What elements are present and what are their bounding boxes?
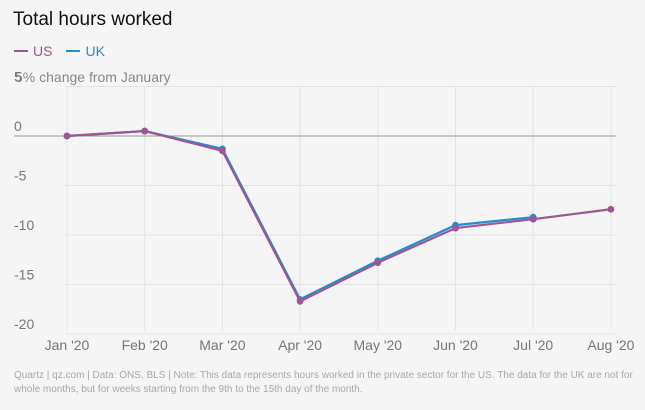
x-tick-label: Feb '20 xyxy=(122,337,168,353)
data-point-us xyxy=(374,259,382,267)
x-tick-label: Jan '20 xyxy=(45,337,90,353)
y-tick-label: -10 xyxy=(14,217,34,233)
legend-swatch-us xyxy=(14,50,28,52)
footer-note: Quartz | qz.com | Data: ONS, BLS | Note:… xyxy=(14,370,633,395)
y-tick-label: -5 xyxy=(14,168,27,184)
y-axis-label: 5% change from January xyxy=(15,69,171,85)
data-point-us xyxy=(63,132,71,140)
x-tick-label: Jul '20 xyxy=(513,337,553,353)
y-tick-label: -15 xyxy=(14,267,34,283)
x-tick-label: Jun '20 xyxy=(433,337,478,353)
x-tick-label: Mar '20 xyxy=(199,337,245,353)
x-tick-label: May '20 xyxy=(354,337,403,353)
x-tick-label: Apr '20 xyxy=(278,337,322,353)
data-point-us xyxy=(529,215,537,223)
data-point-us xyxy=(141,127,149,135)
legend-label-uk: UK xyxy=(85,43,105,59)
legend-label-us: US xyxy=(33,43,53,59)
legend-item-uk: UK xyxy=(66,43,105,59)
chart-title: Total hours worked xyxy=(13,9,173,30)
data-point-us xyxy=(296,297,304,305)
legend-item-us: US xyxy=(14,43,52,59)
data-point-us xyxy=(452,224,459,232)
legend-swatch-uk xyxy=(66,50,81,52)
y-tick-label: 0 xyxy=(14,118,22,134)
y-tick-label: 5 xyxy=(14,69,22,85)
y-tick-label: -20 xyxy=(14,316,34,332)
x-tick-label: Aug '20 xyxy=(587,337,634,353)
data-point-us xyxy=(219,147,226,155)
line-chart: 5 0 -5 -10 -15 -20 Jan '20 Feb '20 Mar '20 Apr '2… xyxy=(14,69,635,353)
data-point-us xyxy=(607,205,615,213)
legend: US UK xyxy=(14,43,105,59)
series-line-us xyxy=(66,129,612,303)
